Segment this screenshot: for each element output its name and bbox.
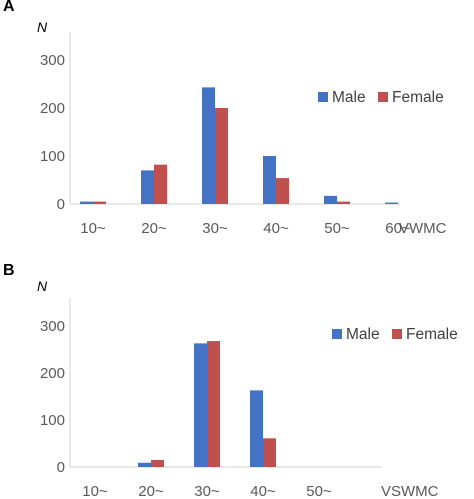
x-tick-label: 40~ <box>250 483 276 499</box>
x-tick-label: 20~ <box>138 483 164 499</box>
bar-male-60 <box>385 202 398 204</box>
bar-female-20 <box>154 164 167 204</box>
y-tick-label: 200 <box>40 100 65 117</box>
legend-label-female: Female <box>392 89 444 106</box>
x-tick-label: 60~ <box>385 220 411 237</box>
x-tick-label: 50~ <box>324 220 350 237</box>
legend-swatch-male <box>332 329 342 339</box>
legend-swatch-female <box>378 92 388 102</box>
panel-label-a: A <box>3 0 15 15</box>
y-axis-label-a: N <box>37 19 48 35</box>
y-tick-label: 200 <box>40 365 65 382</box>
chart-b-svg: 0 100 200 300 10~ 20~ 30~ 40~ 50~ VSWMC Male Female <box>40 298 458 499</box>
bar-male-40 <box>263 156 276 204</box>
bar-male-10 <box>80 201 93 204</box>
x-tick-label: 30~ <box>194 483 220 499</box>
legend-swatch-female <box>392 329 402 339</box>
bar-female-40 <box>263 438 276 467</box>
bar-female-30 <box>207 341 220 467</box>
bar-female-30 <box>215 108 228 204</box>
legend-label-female: Female <box>406 326 458 343</box>
x-tick-label: 10~ <box>80 220 106 237</box>
bar-male-20 <box>141 170 154 204</box>
bar-female-10 <box>93 201 106 204</box>
y-tick-label: 100 <box>40 412 65 429</box>
x-tick-label: 30~ <box>202 220 228 237</box>
y-tick-label: 0 <box>57 459 65 476</box>
legend-label-male: Male <box>332 89 366 106</box>
y-axis-label-b: N <box>37 278 48 294</box>
y-tick-label: 100 <box>40 148 65 165</box>
legend-swatch-male <box>318 92 328 102</box>
chart-panel-b: B N 0 100 200 300 10~ 20~ 30~ 40~ 50~ VSWMC Male Fe… <box>0 252 474 499</box>
x-axis-title: VSWMC <box>381 483 439 499</box>
y-tick-label: 0 <box>57 196 65 213</box>
bar-male-40 <box>250 390 263 467</box>
bar-female-40 <box>276 178 289 204</box>
x-tick-label: 50~ <box>306 483 332 499</box>
x-tick-label: 20~ <box>141 220 167 237</box>
bar-male-30 <box>202 87 215 204</box>
bar-female-20 <box>151 459 164 467</box>
chart-a-svg: 0 100 200 300 10~ 20~ 30~ 40~ 50~ 60~VWMC Male Fema… <box>40 32 447 237</box>
bar-female-50 <box>337 201 350 204</box>
bar-male-30 <box>194 343 207 467</box>
panel-label-b: B <box>3 262 15 279</box>
x-axis-title: VWMC <box>399 220 447 237</box>
y-tick-label: 300 <box>40 318 65 335</box>
bar-male-50 <box>324 195 337 204</box>
bar-male-20 <box>138 462 151 467</box>
chart-panel-a: A N 0 100 200 300 10~ 20~ 30~ 40~ 50~ 60~ VWMC Male… <box>0 0 474 248</box>
y-tick-label: 300 <box>40 52 65 69</box>
x-tick-label: 10~ <box>82 483 108 499</box>
x-tick-label: 40~ <box>263 220 289 237</box>
legend-label-male: Male <box>346 326 380 343</box>
